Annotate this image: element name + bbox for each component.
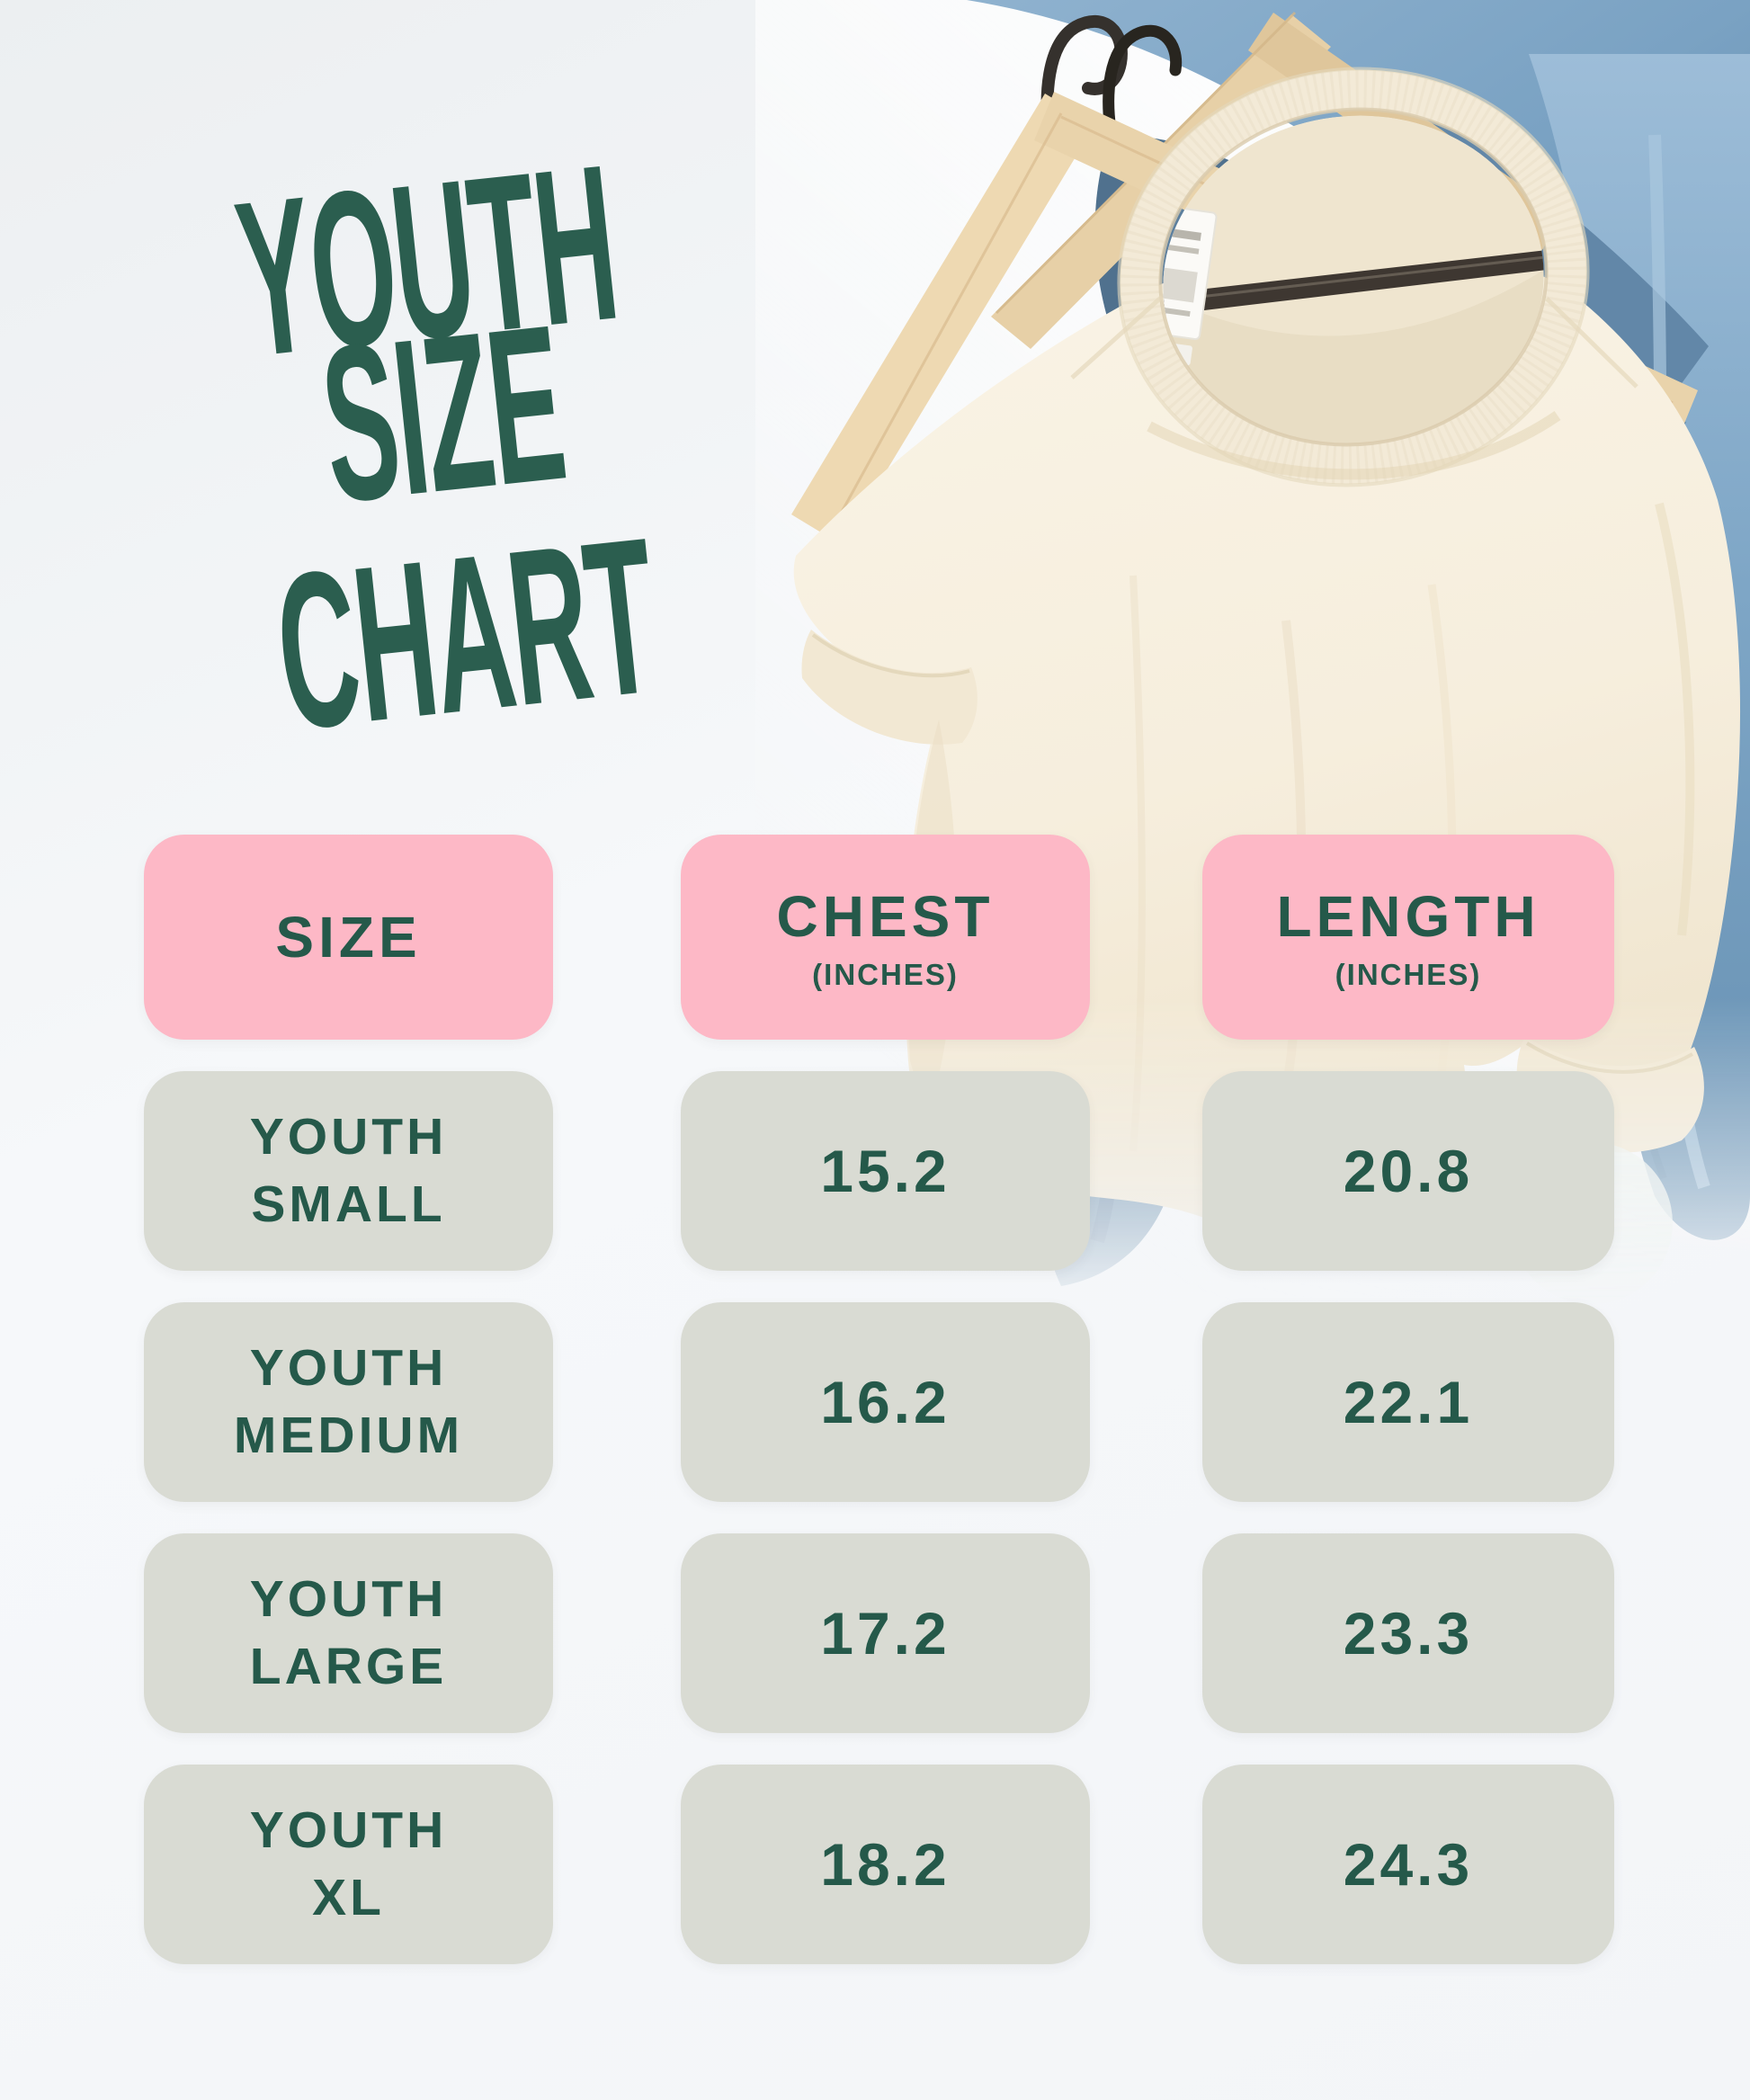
chest-value: 15.2 [820, 1138, 951, 1204]
chest-value: 18.2 [820, 1831, 951, 1898]
size-cell-youth-xl: YOUTH XL [144, 1765, 553, 1964]
title-line-2: SIZE CHART [266, 279, 666, 778]
length-value: 24.3 [1343, 1831, 1474, 1898]
neck-hanger-bar [1151, 250, 1547, 317]
header-sublabel: (INCHES) [1335, 957, 1482, 991]
header-sublabel: (INCHES) [812, 957, 959, 991]
size-label-line: YOUTH [249, 1801, 448, 1859]
size-label-line: XL [312, 1869, 385, 1926]
header-label: SIZE [275, 905, 422, 970]
size-label-line: YOUTH [249, 1107, 448, 1166]
length-cell-youth-medium: 22.1 [1202, 1302, 1614, 1502]
size-cell-youth-large: YOUTH LARGE [144, 1533, 553, 1733]
chest-value: 17.2 [820, 1600, 951, 1667]
tshirt-collar [1117, 67, 1590, 487]
hanger-hook-icon [1040, 14, 1183, 159]
length-cell-youth-large: 23.3 [1202, 1533, 1614, 1733]
size-label-line: YOUTH [249, 1338, 448, 1397]
length-column: LENGTH (INCHES) 20.8 22.1 23.3 24.3 [1202, 835, 1614, 1964]
chest-value: 16.2 [820, 1369, 951, 1435]
size-label-line: YOUTH [249, 1569, 448, 1628]
chest-cell-youth-large: 17.2 [681, 1533, 1090, 1733]
header-label: CHEST [776, 883, 995, 949]
header-cell-length: LENGTH (INCHES) [1202, 835, 1614, 1040]
chest-cell-youth-xl: 18.2 [681, 1765, 1090, 1964]
size-label-line: MEDIUM [233, 1407, 464, 1464]
header-label: LENGTH [1276, 883, 1540, 949]
left-rolled-cuff [801, 630, 978, 745]
size-chart-title: YOUTH SIZE CHART [29, 119, 852, 777]
size-label-line: LARGE [249, 1638, 448, 1695]
size-cell-youth-medium: YOUTH MEDIUM [144, 1302, 553, 1502]
length-cell-youth-small: 20.8 [1202, 1071, 1614, 1271]
size-label-line: SMALL [251, 1175, 446, 1233]
size-cell-youth-small: YOUTH SMALL [144, 1071, 553, 1271]
length-value: 23.3 [1343, 1600, 1474, 1667]
chest-cell-youth-medium: 16.2 [681, 1302, 1090, 1502]
chest-cell-youth-small: 15.2 [681, 1071, 1090, 1271]
length-cell-youth-xl: 24.3 [1202, 1765, 1614, 1964]
chest-column: CHEST (INCHES) 15.2 16.2 17.2 18.2 [681, 835, 1090, 1964]
size-column: SIZE YOUTH SMALL YOUTH MEDIUM YOUTH LARG… [144, 835, 553, 1964]
header-cell-size: SIZE [144, 835, 553, 1040]
length-value: 22.1 [1343, 1369, 1474, 1435]
header-cell-chest: CHEST (INCHES) [681, 835, 1090, 1040]
length-value: 20.8 [1343, 1138, 1474, 1204]
